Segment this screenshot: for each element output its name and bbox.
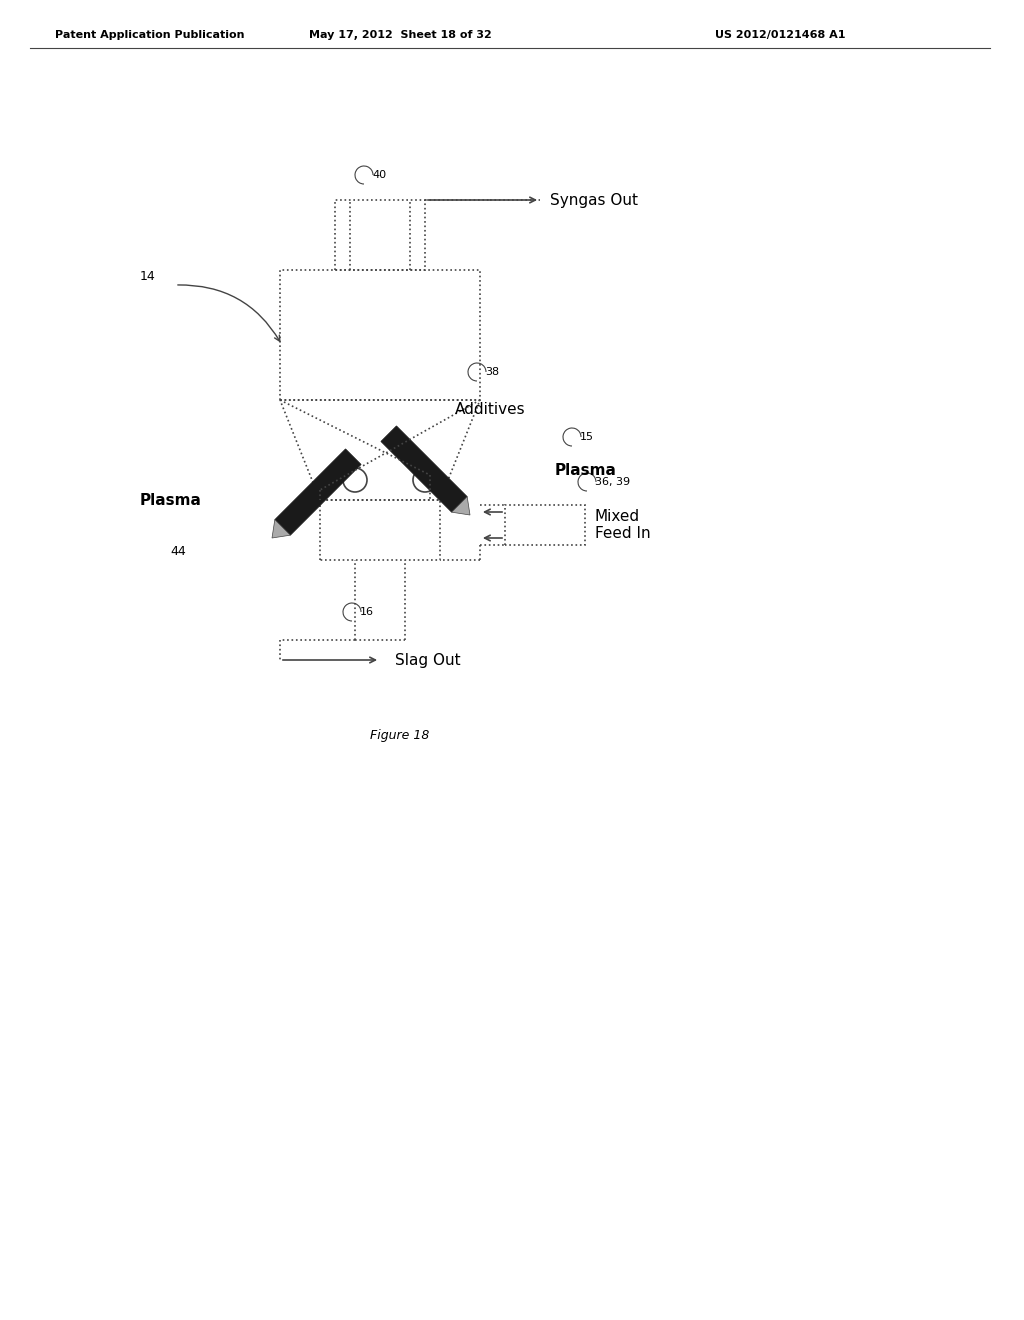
Text: May 17, 2012  Sheet 18 of 32: May 17, 2012 Sheet 18 of 32: [308, 30, 492, 40]
Text: 44: 44: [170, 545, 185, 558]
Text: Syngas Out: Syngas Out: [550, 193, 638, 207]
Polygon shape: [452, 496, 470, 515]
Polygon shape: [381, 426, 467, 512]
Polygon shape: [272, 520, 291, 539]
Text: 38: 38: [485, 367, 499, 378]
Text: Plasma: Plasma: [140, 492, 202, 508]
Text: 15: 15: [580, 432, 594, 442]
Text: Slag Out: Slag Out: [395, 652, 461, 668]
Polygon shape: [274, 449, 361, 535]
Text: 36, 39: 36, 39: [595, 477, 630, 487]
Text: Additives: Additives: [455, 403, 525, 417]
Text: Plasma: Plasma: [555, 463, 616, 478]
Text: Figure 18: Figure 18: [371, 729, 430, 742]
Text: Patent Application Publication: Patent Application Publication: [55, 30, 245, 40]
Text: US 2012/0121468 A1: US 2012/0121468 A1: [715, 30, 845, 40]
Text: Mixed
Feed In: Mixed Feed In: [595, 508, 650, 541]
Text: 14: 14: [140, 271, 156, 282]
Text: 40: 40: [372, 170, 386, 180]
Text: 16: 16: [360, 607, 374, 616]
